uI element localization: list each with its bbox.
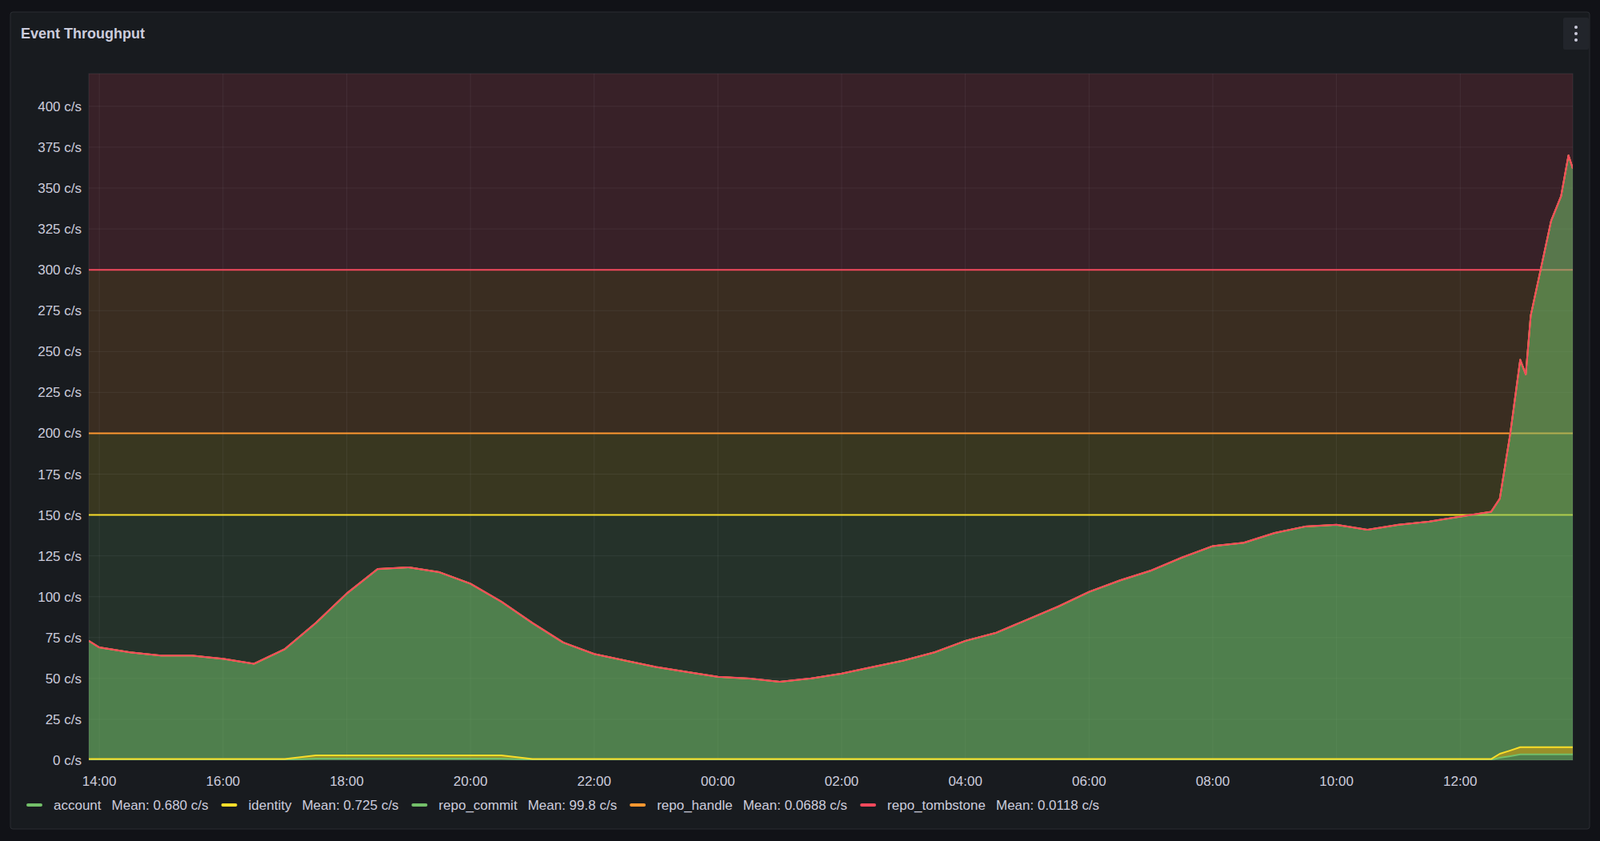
menu-dot: [1574, 25, 1578, 29]
legend: account Mean: 0.680 c/s identity Mean: 0.72…: [26, 797, 1100, 813]
grid-line-x: [841, 73, 843, 760]
threshold-band: [88, 432, 1573, 515]
legend-swatch: [26, 803, 43, 807]
x-tick-label: 08:00: [1196, 773, 1231, 789]
y-tick-label: 275 c/s: [37, 303, 82, 319]
x-tick-label: 14:00: [82, 773, 117, 789]
lines: [88, 155, 1573, 760]
legend-item: repo_commit Mean: 99.8 c/s: [411, 797, 617, 813]
series-line: [88, 155, 1573, 682]
legend-name: repo_commit: [438, 797, 518, 813]
x-tick-label: 06:00: [1072, 773, 1107, 789]
x-tick-label: 02:00: [824, 773, 860, 789]
y-tick-label: 175 c/s: [37, 467, 82, 483]
legend-name: identity: [248, 797, 292, 813]
y-tick-label: 350 c/s: [37, 180, 82, 196]
grid-line-y: [88, 392, 1573, 393]
y-tick-label: 50 c/s: [45, 671, 82, 687]
grid-line-x: [222, 73, 224, 760]
threshold-line: [88, 268, 1573, 271]
x-tick-label: 00:00: [700, 773, 736, 789]
y-tick-label: 75 c/s: [45, 630, 82, 646]
series-line: [88, 155, 1573, 682]
grid-line-y: [88, 310, 1573, 312]
x-tick-label: 18:00: [329, 773, 364, 789]
legend-item: repo_handle Mean: 0.0688 c/s: [629, 797, 848, 813]
threshold-line: [88, 514, 1573, 516]
x-tick-label: 04:00: [948, 773, 983, 789]
grid-line-y: [88, 105, 1573, 107]
areas: [88, 155, 1573, 760]
legend-item: identity Mean: 0.725 c/s: [221, 797, 400, 813]
panel: [10, 12, 1590, 829]
legend-swatch: [411, 803, 428, 807]
plot-frame: [88, 73, 1573, 760]
x-tick-label: 16:00: [206, 773, 241, 789]
grid-line-y: [88, 514, 1573, 516]
menu-dot: [1574, 32, 1578, 36]
y-tick-label: 325 c/s: [37, 221, 82, 237]
legend-swatch: [221, 803, 238, 807]
y-tick-label: 400 c/s: [37, 99, 82, 115]
legend-mean: Mean: 0.0688 c/s: [743, 797, 848, 813]
grid-line-y: [88, 473, 1573, 475]
series-line: [88, 155, 1573, 682]
menu-dot: [1574, 38, 1578, 42]
threshold-band: [88, 269, 1573, 433]
y-tick-label: 0 c/s: [52, 752, 82, 768]
legend-swatch: [860, 803, 876, 807]
x-tick-label: 10:00: [1319, 773, 1354, 789]
legend-item: repo_tombstone Mean: 0.0118 c/s: [860, 797, 1100, 813]
series-line: [88, 747, 1573, 760]
grid-line-y: [88, 269, 1573, 271]
grid-line-y: [88, 351, 1573, 352]
panel-menu[interactable]: [1563, 17, 1589, 50]
x-tick-label: 20:00: [453, 773, 488, 789]
legend-name: repo_handle: [656, 797, 733, 813]
legend-name: repo_tombstone: [887, 797, 986, 813]
legend-mean: Mean: 99.8 c/s: [528, 797, 618, 813]
y-tick-label: 200 c/s: [37, 425, 82, 441]
threshold-line: [88, 432, 1573, 434]
grid-line-y: [88, 228, 1573, 230]
legend-mean: Mean: 0.680 c/s: [112, 797, 209, 813]
threshold-band: [88, 73, 1573, 270]
grid-line-y: [88, 188, 1573, 189]
series-area: [88, 155, 1573, 759]
y-tick-label: 225 c/s: [37, 384, 82, 400]
series-area: [88, 155, 1573, 682]
legend-swatch: [629, 803, 646, 807]
y-tick-label: 125 c/s: [37, 548, 82, 564]
legend-item: account Mean: 0.680 c/s: [26, 797, 209, 813]
grid-line-y: [88, 432, 1573, 434]
legend-name: account: [53, 797, 102, 813]
y-tick-label: 25 c/s: [45, 712, 82, 728]
y-tick-label: 250 c/s: [37, 344, 82, 360]
series-area: [88, 155, 1573, 682]
y-tick-label: 100 c/s: [37, 589, 82, 605]
x-tick-label: 22:00: [576, 773, 612, 789]
grid-line-x: [717, 73, 719, 760]
plot-area: [88, 73, 1573, 760]
chart: Event Throughput 0 c/s 25 c/s 50 c/s 75 c/s 1…: [0, 0, 1600, 841]
y-tick-label: 150 c/s: [37, 508, 82, 524]
title: Event Throughput: [20, 25, 145, 42]
x-tick-label: 12:00: [1443, 773, 1478, 789]
legend-mean: Mean: 0.725 c/s: [301, 797, 399, 813]
y-tick-label: 300 c/s: [37, 262, 82, 278]
grid-line-y: [88, 146, 1573, 148]
y-tick-label: 375 c/s: [37, 140, 82, 156]
menu-button[interactable]: [1563, 17, 1589, 50]
legend-mean: Mean: 0.0118 c/s: [996, 797, 1100, 813]
